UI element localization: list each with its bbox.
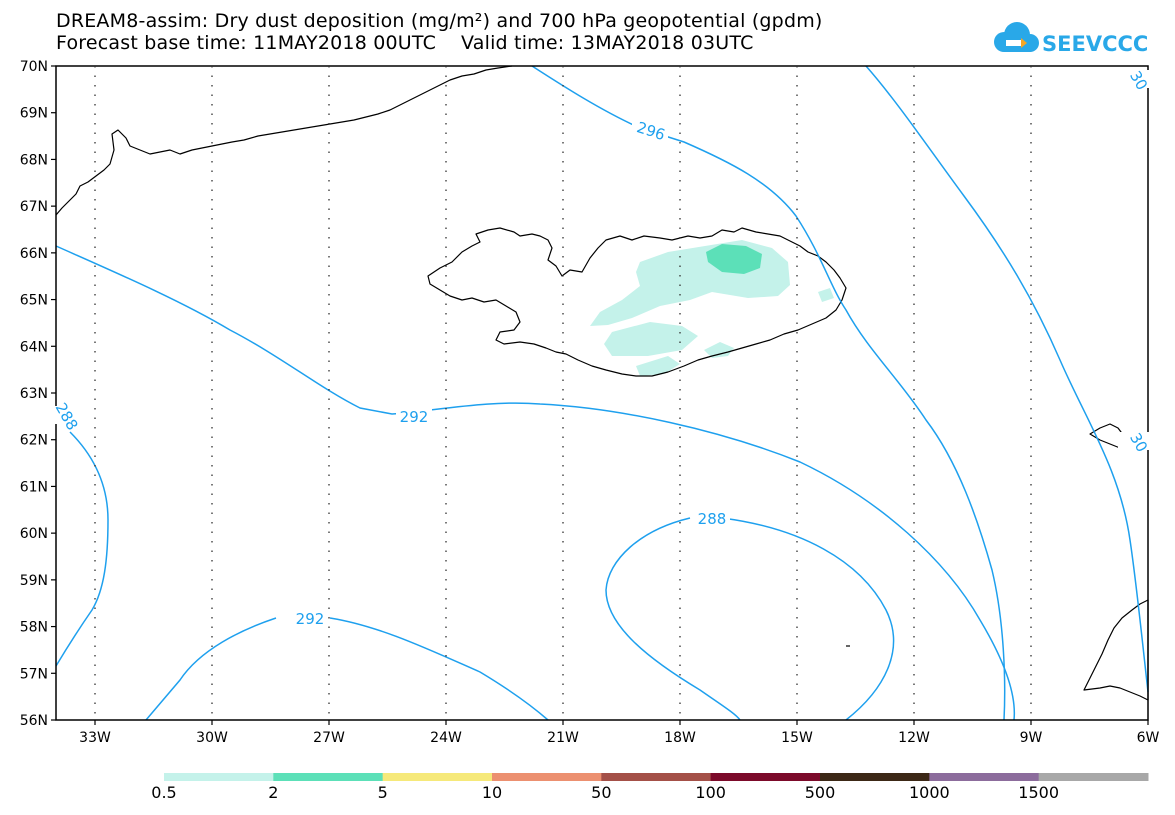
seevccc-logo: SEEVCCC (994, 22, 1148, 56)
lat-label: 66N (20, 246, 48, 262)
colorbar-swatch (1038, 773, 1149, 781)
coastlines (55, 65, 1149, 701)
contour-label: 292 (400, 408, 429, 426)
chart-title: DREAM8-assim: Dry dust deposition (mg/m²… (56, 10, 823, 32)
colorbar-label: 10 (482, 783, 502, 802)
lat-label: 64N (20, 339, 48, 355)
colorbar-swatch (601, 773, 712, 781)
contour-288 (605, 517, 741, 721)
contour-label-bg (694, 510, 730, 528)
lon-label: 27W (313, 730, 345, 746)
dust-level-0-5 (818, 288, 834, 302)
lat-label: 59N (20, 573, 48, 589)
lat-label: 68N (20, 152, 48, 168)
colorbar-swatch (382, 773, 493, 781)
contour-label-bg (1118, 70, 1154, 88)
colorbar: 0.5 2 5 10 50 100 500 1000 1500 (151, 773, 1149, 802)
lon-label: 30W (196, 730, 228, 746)
contour-label-bg (632, 122, 668, 140)
contour-label-bg (1118, 432, 1154, 450)
contour-288-left (55, 431, 109, 667)
lon-label: 15W (781, 730, 813, 746)
dust-level-0-5 (704, 342, 734, 358)
contour-label-bg (396, 408, 432, 426)
colorbar-swatch (273, 773, 384, 781)
contour-292 (55, 245, 1016, 721)
lat-label: 69N (20, 106, 48, 122)
contour-label-bg (46, 406, 82, 424)
iceland-coast (427, 227, 847, 377)
colorbar-label: 100 (695, 783, 726, 802)
scotland-coast (1083, 599, 1149, 701)
lon-label: 12W (898, 730, 930, 746)
colorbar-swatch (929, 773, 1040, 781)
lat-label: 70N (20, 59, 48, 75)
greenland-coast (55, 65, 513, 216)
lon-label: 6W (1137, 730, 1160, 746)
lat-label: 58N (20, 620, 48, 636)
lon-label: 9W (1020, 730, 1043, 746)
colorbar-label: 1000 (909, 783, 950, 802)
lat-label: 56N (20, 713, 48, 729)
lat-label: 62N (20, 433, 48, 449)
lon-label: 18W (664, 730, 696, 746)
contour-288 (721, 517, 895, 721)
colorbar-swatch (492, 773, 602, 781)
contour-300 (865, 65, 1149, 693)
graticule (51, 65, 1149, 725)
colorbar-label: 0.5 (151, 783, 176, 802)
lat-label: 60N (20, 526, 48, 542)
geopotential-contours (55, 65, 1149, 721)
lon-label: 21W (547, 730, 579, 746)
dust-level-0-5 (636, 356, 680, 376)
dust-level-0-5 (604, 322, 698, 356)
colorbar-label: 50 (591, 783, 611, 802)
lat-label: 57N (20, 666, 48, 682)
cloud-icon (994, 22, 1039, 52)
colorbar-label: 1500 (1018, 783, 1059, 802)
lon-label: 33W (79, 730, 111, 746)
lon-label: 24W (430, 730, 462, 746)
contour-292-lower (145, 617, 277, 721)
dust-level-0-5 (590, 240, 790, 326)
lat-label: 61N (20, 479, 48, 495)
lat-label: 65N (20, 293, 48, 309)
contour-label: 288 (698, 510, 727, 528)
lat-label: 67N (20, 199, 48, 215)
colorbar-swatch (820, 773, 930, 781)
logo-text: SEEVCCC (1042, 32, 1148, 56)
lat-label: 63N (20, 386, 48, 402)
colorbar-label: 500 (805, 783, 836, 802)
contour-296 (531, 65, 1006, 721)
plot-frame (55, 65, 1149, 721)
colorbar-swatch (164, 773, 274, 781)
dust-shading (590, 240, 834, 376)
chart-subtitle: Forecast base time: 11MAY2018 00UTC Vali… (56, 32, 754, 54)
contour-label-bg (292, 610, 328, 628)
dust-level-2 (706, 244, 762, 274)
axis-labels: 70N 69N 68N 67N 66N 65N 64N 63N 62N 61N 60N 59N 58N 5… (20, 59, 1160, 746)
colorbar-label: 5 (378, 783, 388, 802)
colorbar-swatch (710, 773, 821, 781)
contour-label: 292 (296, 610, 325, 628)
colorbar-label: 2 (268, 783, 278, 802)
contour-292-lower (329, 617, 549, 721)
